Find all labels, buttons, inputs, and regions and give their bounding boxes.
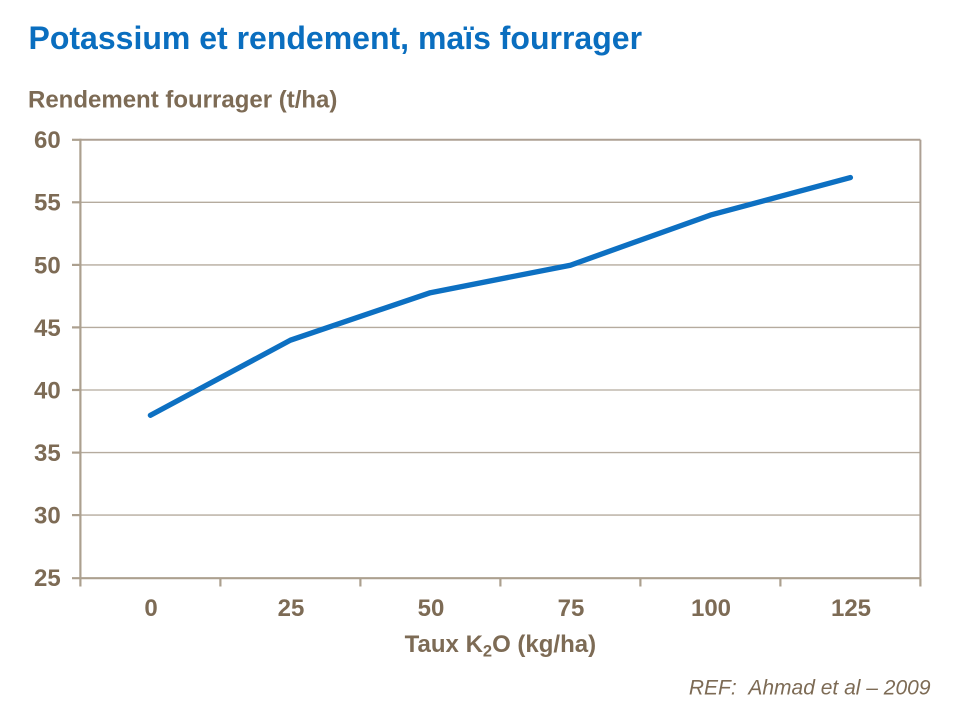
svg-text:60: 60 [34, 127, 61, 154]
svg-text:Taux K2O (kg/ha): Taux K2O (kg/ha) [405, 631, 596, 661]
svg-text:55: 55 [34, 190, 61, 217]
svg-text:50: 50 [34, 252, 61, 279]
svg-text:30: 30 [34, 503, 61, 530]
svg-text:75: 75 [558, 595, 585, 622]
svg-text:Potassium et rendement, maïs f: Potassium et rendement, maïs fourrager [29, 20, 643, 56]
svg-text:40: 40 [34, 377, 61, 404]
svg-text:125: 125 [831, 595, 871, 622]
svg-text:100: 100 [691, 595, 731, 622]
svg-text:35: 35 [34, 440, 61, 467]
svg-text:45: 45 [34, 315, 61, 342]
svg-text:REF: Ahmad et al – 2009: REF: Ahmad et al – 2009 [689, 677, 931, 700]
svg-text:0: 0 [144, 595, 157, 622]
svg-text:50: 50 [418, 595, 445, 622]
svg-text:25: 25 [278, 595, 305, 622]
svg-text:25: 25 [34, 565, 61, 592]
svg-text:Rendement fourrager (t/ha): Rendement fourrager (t/ha) [28, 87, 337, 114]
